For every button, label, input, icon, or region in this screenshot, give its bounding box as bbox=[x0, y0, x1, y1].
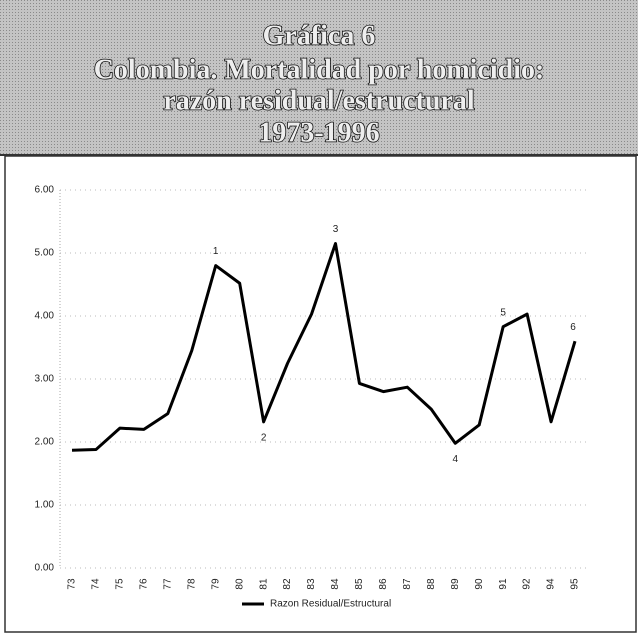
y-tick-label: 0.00 bbox=[35, 563, 55, 574]
y-tick-label: 1.00 bbox=[35, 500, 55, 511]
x-tick-label: 74 bbox=[91, 578, 102, 590]
frame bbox=[4, 155, 637, 633]
chart-title: razón residual/estructural bbox=[163, 85, 475, 116]
x-tick-label: 75 bbox=[115, 578, 126, 590]
y-tick-label: 4.00 bbox=[35, 311, 55, 322]
x-tick-label: 88 bbox=[426, 578, 437, 590]
x-tick-label: 78 bbox=[186, 578, 197, 590]
x-tick-label: 92 bbox=[522, 578, 533, 590]
y-tick-label: 5.00 bbox=[35, 248, 55, 259]
line bbox=[71, 242, 577, 452]
x-tick-label: 84 bbox=[330, 578, 341, 590]
y-tick-label: 2.00 bbox=[35, 437, 55, 448]
y-tick-label: 6.00 bbox=[35, 185, 55, 196]
annotation: 2 bbox=[261, 432, 267, 443]
annotation: 3 bbox=[333, 224, 339, 235]
chart-title: 1973-1996 bbox=[258, 117, 379, 148]
x-tick-label: 73 bbox=[67, 578, 78, 590]
x-tick-label: 94 bbox=[546, 578, 557, 590]
annotation: 6 bbox=[570, 322, 576, 333]
chart-title: Colombia. Mortalidad por homicidio: bbox=[94, 54, 545, 85]
x-tick-label: 77 bbox=[162, 578, 173, 590]
annotation: 4 bbox=[452, 454, 458, 465]
x-tick-label: 79 bbox=[210, 578, 221, 590]
annotation: 5 bbox=[500, 307, 506, 318]
x-tick-label: 85 bbox=[354, 578, 365, 590]
x-tick-label: 82 bbox=[282, 578, 293, 590]
annotation: 1 bbox=[213, 246, 219, 257]
y-tick-label: 3.00 bbox=[35, 374, 55, 385]
x-tick-label: 90 bbox=[474, 578, 485, 590]
x-tick-label: 87 bbox=[402, 578, 413, 590]
x-tick-label: 80 bbox=[234, 578, 245, 590]
legend-label: Razon Residual/Estructural bbox=[270, 599, 391, 610]
x-tick-label: 81 bbox=[258, 578, 269, 590]
header bbox=[0, 0, 638, 155]
x-tick-label: 91 bbox=[498, 578, 509, 590]
chart-title: Gráfica 6 bbox=[263, 20, 376, 51]
x-tick-label: 76 bbox=[138, 578, 149, 590]
x-tick-label: 89 bbox=[450, 578, 461, 590]
x-tick-label: 95 bbox=[570, 578, 581, 590]
x-tick-label: 86 bbox=[378, 578, 389, 590]
x-tick-label: 83 bbox=[306, 578, 317, 590]
